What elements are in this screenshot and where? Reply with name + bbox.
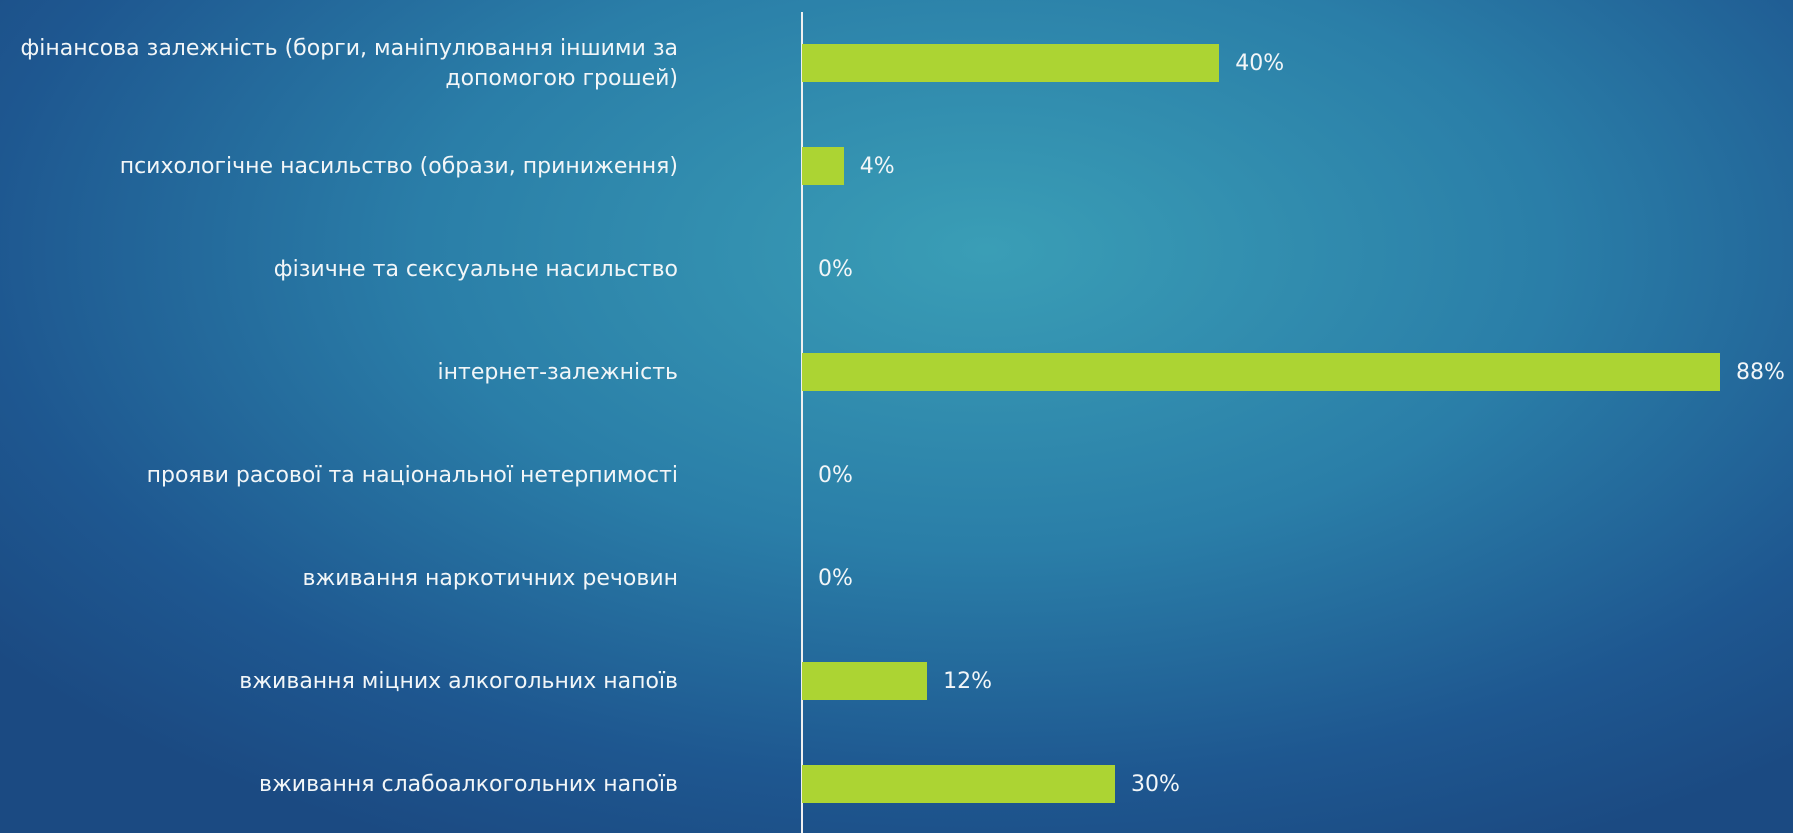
category-label: психологічне насильство (образи, приниже… <box>119 154 678 179</box>
category-label: інтернет-залежність <box>437 360 678 385</box>
category-label: вживання наркотичних речовин <box>302 566 678 591</box>
bar <box>802 662 928 700</box>
axis-line <box>801 12 803 833</box>
bar <box>802 353 1720 391</box>
bar <box>802 44 1220 82</box>
category-label: вживання слабоалкогольних напоїв <box>258 772 678 797</box>
value-label: 12% <box>943 669 993 694</box>
category-label: вживання міцних алкогольних напоїв <box>239 669 678 694</box>
category-label: прояви расової та національної нетерпимо… <box>146 463 678 488</box>
value-label: 0% <box>818 463 853 488</box>
value-label: 30% <box>1130 772 1180 797</box>
bar <box>802 147 844 185</box>
category-label: фінансова залежність (борги, маніпулюван… <box>20 36 678 91</box>
value-label: 4% <box>859 154 895 179</box>
value-label: 88% <box>1736 360 1785 385</box>
bar <box>802 765 1115 803</box>
value-label: 40% <box>1235 51 1285 76</box>
category-label: фізичне та сексуальне насильство <box>273 257 678 282</box>
value-label: 0% <box>818 566 853 591</box>
value-label: 0% <box>818 257 853 282</box>
